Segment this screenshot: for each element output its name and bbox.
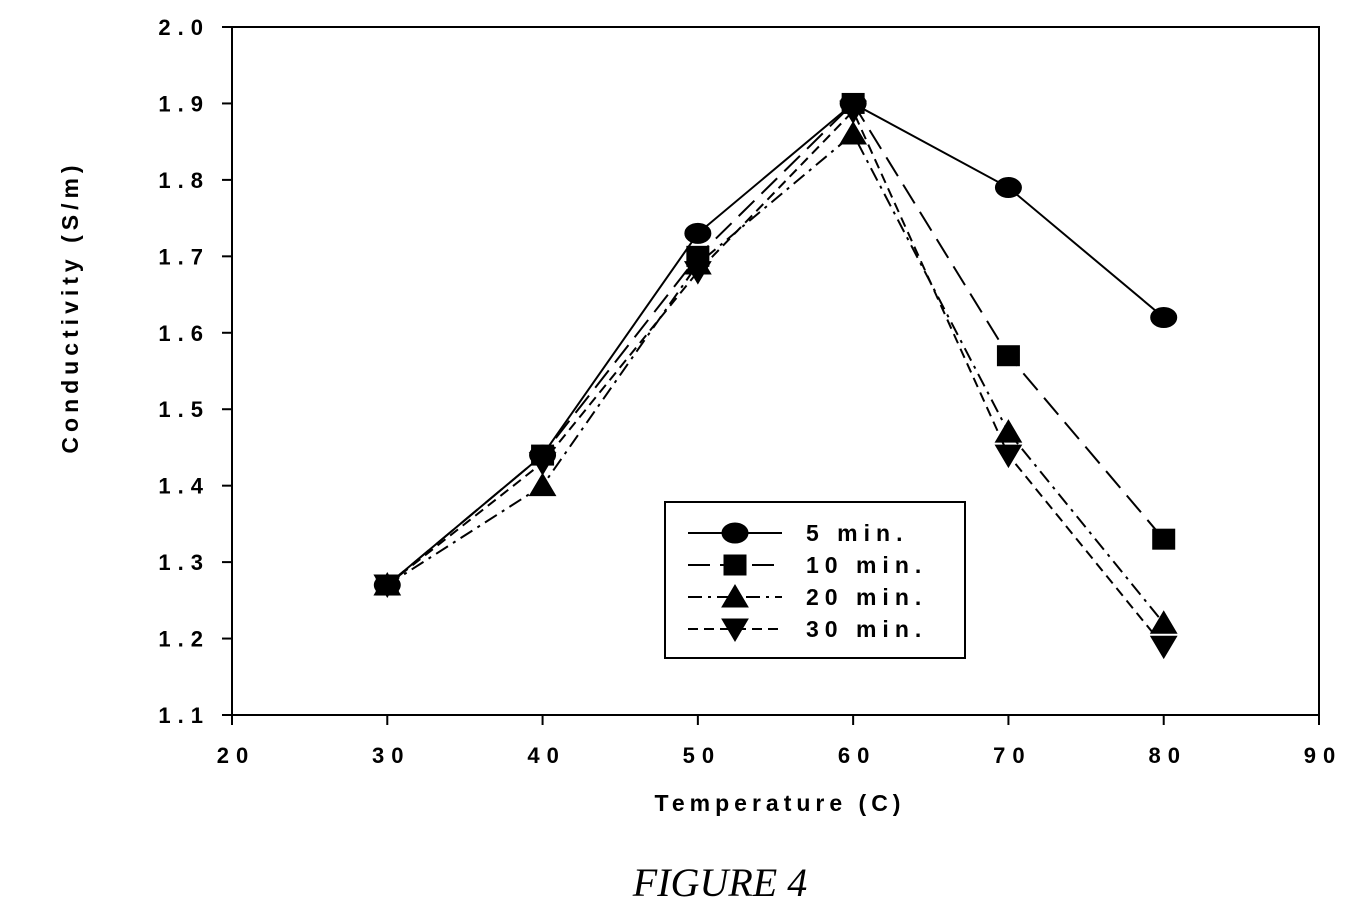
- y-tick-label: 1.9: [158, 91, 210, 116]
- data-point: [994, 419, 1023, 443]
- y-tick-label: 1.1: [158, 703, 210, 728]
- data-point: [996, 345, 1020, 367]
- y-tick-label: 1.3: [158, 550, 210, 575]
- legend: 5 min. 10 min. 20 min. 30 min.: [664, 501, 966, 659]
- x-tick-label: 30: [372, 743, 410, 768]
- y-tick-label: 2.0: [158, 15, 210, 40]
- series-line: [386, 132, 1165, 624]
- data-point: [683, 261, 712, 285]
- x-tick-label: 70: [993, 743, 1031, 768]
- legend-box: [664, 501, 966, 659]
- x-tick-label: 60: [838, 743, 876, 768]
- y-tick-label: 1.8: [158, 168, 210, 193]
- data-point: [1152, 528, 1176, 550]
- legend-label: 20 min.: [806, 584, 927, 610]
- data-point: [1150, 306, 1178, 328]
- data-point: [528, 452, 557, 476]
- x-tick-label: 20: [217, 743, 255, 768]
- figure-caption: FIGURE 4: [632, 860, 807, 905]
- legend-marker: [721, 618, 749, 642]
- x-tick-label: 90: [1304, 743, 1342, 768]
- data-point: [1149, 610, 1178, 634]
- plot-frame: [231, 26, 1320, 716]
- x-tick-label: 40: [527, 743, 565, 768]
- data-point: [528, 472, 557, 497]
- x-tick-label: 50: [683, 743, 721, 768]
- legend-marker: [721, 522, 749, 544]
- data-point: [839, 100, 868, 125]
- data-point: [373, 574, 402, 599]
- y-tick-label: 1.6: [158, 321, 210, 346]
- y-axis: 1.1 1.2 1.3 1.4 1.5 1.6 1.7 1.8 1.9 2.0: [158, 15, 232, 728]
- legend-marker: [723, 554, 747, 576]
- y-tick-label: 1.5: [158, 397, 210, 422]
- series-group: [373, 92, 1178, 660]
- legend-label: 5 min.: [806, 520, 908, 546]
- legend-marker: [721, 584, 749, 608]
- x-axis: 20 30 40 50 60 70 80 90: [217, 715, 1342, 768]
- legend-label: 30 min.: [806, 616, 927, 642]
- y-axis-title: Conductivity (S/m): [57, 160, 83, 453]
- data-point: [994, 177, 1022, 199]
- x-tick-label: 80: [1148, 743, 1186, 768]
- series-line: [386, 101, 1165, 586]
- data-point: [1149, 635, 1178, 660]
- data-point: [684, 222, 712, 244]
- y-tick-label: 1.2: [158, 627, 210, 652]
- data-point: [994, 444, 1023, 469]
- legend-label: 10 min.: [806, 552, 927, 578]
- series-line: [386, 109, 1165, 647]
- y-tick-label: 1.7: [158, 244, 210, 269]
- data-point: [839, 121, 868, 145]
- series-4: [373, 100, 1178, 660]
- y-tick-label: 1.4: [158, 474, 210, 499]
- x-axis-title: Temperature (C): [655, 790, 906, 816]
